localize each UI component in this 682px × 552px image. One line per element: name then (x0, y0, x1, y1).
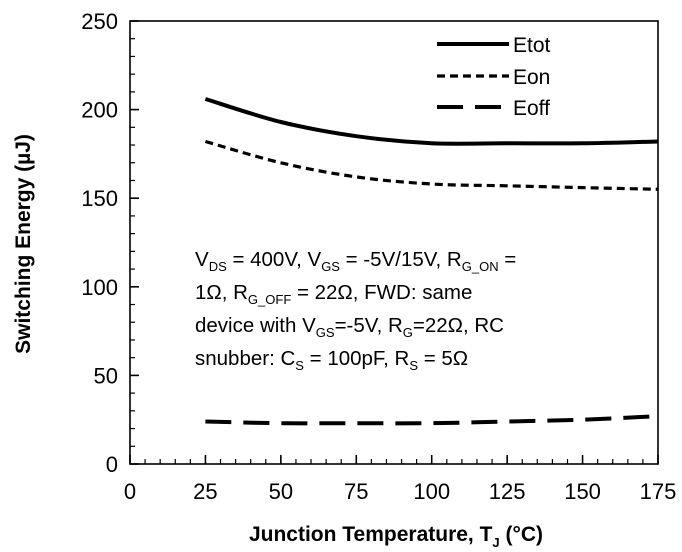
y-tick-label: 150 (81, 186, 118, 211)
legend-label-etot: Etot (513, 34, 551, 57)
y-tick-label: 200 (81, 98, 118, 123)
y-tick-label: 100 (81, 275, 118, 300)
x-tick-label: 75 (344, 479, 368, 504)
x-tick-label: 175 (640, 479, 677, 504)
x-tick-label: 25 (193, 479, 217, 504)
x-axis-title-sub: J (492, 535, 499, 550)
y-tick-labels: 0 50 100 150 200 250 (81, 9, 118, 477)
y-tick-label: 0 (106, 452, 118, 477)
annotation-line: snubber: CS = 100pF, RS = 5Ω (195, 347, 468, 373)
y-tick-label: 250 (81, 9, 118, 34)
x-axis-title-main: Junction Temperature, T (249, 523, 493, 546)
major-ticks (129, 20, 659, 465)
series-lines (204, 97, 659, 426)
legend: Etot Eon Eoff (437, 34, 551, 120)
conditions-annotation: VDS = 400V, VGS = -5V/15V, RG_ON = 1Ω, RG… (195, 248, 516, 373)
annotation-line: 1Ω, RG_OFF = 22Ω, FWD: same (195, 281, 472, 307)
x-tick-label: 50 (269, 479, 293, 504)
x-tick-label: 100 (413, 479, 450, 504)
y-tick-label: 50 (94, 363, 118, 388)
x-axis-title-tail: (°C) (500, 523, 543, 546)
series-line-etot (204, 97, 659, 146)
annotation-line: VDS = 400V, VGS = -5V/15V, RG_ON = (195, 248, 516, 274)
series-line-eoff (205, 414, 659, 426)
x-tick-label: 0 (124, 479, 136, 504)
legend-label-eoff: Eoff (513, 97, 550, 120)
x-axis-title: Junction Temperature, TJ (°C) (249, 523, 543, 550)
x-tick-label: 125 (489, 479, 526, 504)
series-line-eon (204, 139, 659, 191)
plot-frame (129, 20, 659, 465)
plot-area (129, 20, 659, 465)
y-axis-title: Switching Energy (µJ) (12, 134, 35, 354)
legend-label-eon: Eon (513, 66, 550, 89)
x-tick-label: 150 (564, 479, 601, 504)
minor-ticks (130, 38, 644, 464)
annotation-line: device with VGS=-5V, RG=22Ω, RC (195, 314, 504, 340)
x-tick-labels: 0 25 50 75 100 125 150 175 (124, 479, 676, 504)
